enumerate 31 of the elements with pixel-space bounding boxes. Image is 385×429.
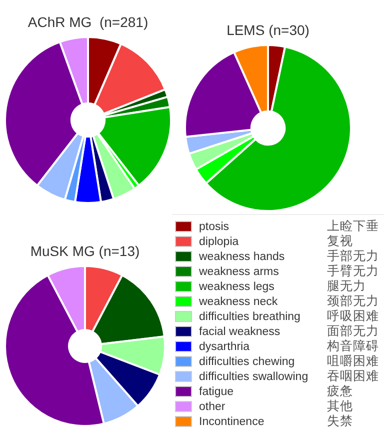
slice-label: AChR MG (n=281) xyxy=(28,14,148,30)
slice-label: MuSK MG (n=13) xyxy=(30,242,140,259)
text: 疲惫 xyxy=(327,383,353,400)
legend-label: fatigue xyxy=(199,386,235,398)
slice-label: LEMS (n=30) xyxy=(226,22,310,38)
text: 腿无力 xyxy=(327,278,366,294)
legend-label: weakness arms xyxy=(199,266,280,278)
text: 构音障碍 xyxy=(327,338,379,354)
text: 颈部无力 xyxy=(327,293,379,310)
text: 上睑下垂 xyxy=(327,218,379,234)
legend-label: ptosis xyxy=(199,220,230,232)
legend-label: dysarthria xyxy=(199,340,250,352)
legend-label: weakness legs xyxy=(199,280,276,292)
legend-label: diplopia xyxy=(199,236,240,248)
text: 手部无力 xyxy=(327,248,379,264)
legend-label: difficulties breathing xyxy=(199,310,302,322)
legend-label: weakness neck xyxy=(199,296,279,308)
text: 其他 xyxy=(327,398,353,414)
legend-label: other xyxy=(199,400,226,412)
text: 呼吸困难 xyxy=(327,308,379,324)
legend-label: difficulties swallowing xyxy=(199,370,310,382)
text: 咀嚼困难 xyxy=(327,353,379,370)
legend-label: difficulties chewing xyxy=(199,356,296,368)
legend-label: weakness hands xyxy=(199,250,286,262)
text: 复视 xyxy=(327,233,353,250)
text: 吞咽困难 xyxy=(327,368,379,384)
text: 面部无力 xyxy=(327,323,379,340)
legend-label: facial weakness xyxy=(199,326,282,338)
legend-label: Incontinence xyxy=(199,416,266,428)
text: 手臂无力 xyxy=(327,263,379,280)
text: 失禁 xyxy=(327,413,353,429)
